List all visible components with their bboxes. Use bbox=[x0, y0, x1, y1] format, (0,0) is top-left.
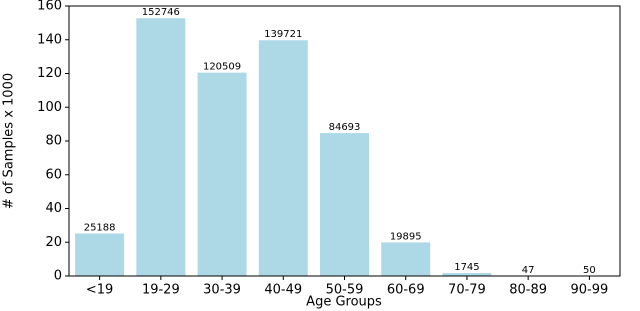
y-tick-label: 60 bbox=[45, 167, 62, 182]
value-label: 139721 bbox=[264, 29, 302, 40]
value-label: 1745 bbox=[454, 262, 479, 273]
y-tick-label: 160 bbox=[37, 0, 62, 14]
value-label: 50 bbox=[583, 265, 596, 276]
bar bbox=[258, 40, 308, 277]
plot-frame bbox=[68, 5, 621, 277]
x-tick-label: 50-59 bbox=[326, 283, 364, 298]
value-label: 84693 bbox=[329, 122, 361, 133]
y-tick-label: 140 bbox=[37, 32, 62, 47]
x-tick-label: 60-69 bbox=[387, 283, 425, 298]
x-tick-label: 80-89 bbox=[509, 283, 547, 298]
bar bbox=[442, 273, 492, 276]
value-label: 152746 bbox=[142, 7, 180, 18]
x-tick-label: 90-99 bbox=[570, 283, 608, 298]
bar bbox=[320, 133, 369, 276]
x-tick-label: 19-29 bbox=[142, 283, 180, 298]
bar bbox=[197, 72, 247, 277]
bar bbox=[136, 18, 186, 277]
y-tick-label: 120 bbox=[37, 66, 62, 81]
bar bbox=[75, 233, 125, 276]
value-label: 25188 bbox=[84, 222, 116, 233]
value-label: 19895 bbox=[390, 231, 422, 242]
bar bbox=[381, 242, 431, 276]
y-tick-label: 80 bbox=[45, 134, 62, 149]
x-tick-label: 70-79 bbox=[448, 283, 486, 298]
value-label: 47 bbox=[522, 265, 535, 276]
x-tick-label: 30-39 bbox=[203, 283, 241, 298]
y-tick-label: 40 bbox=[45, 201, 62, 216]
x-tick-label: <19 bbox=[86, 283, 113, 298]
value-label: 120509 bbox=[203, 62, 241, 73]
y-axis-label: # of Samples x 1000 bbox=[2, 73, 17, 209]
y-tick-label: 0 bbox=[54, 269, 62, 284]
y-tick-label: 20 bbox=[45, 235, 62, 250]
x-axis-label: Age Groups bbox=[306, 295, 382, 310]
x-tick-label: 40-49 bbox=[264, 283, 302, 298]
y-tick-label: 100 bbox=[37, 100, 62, 115]
